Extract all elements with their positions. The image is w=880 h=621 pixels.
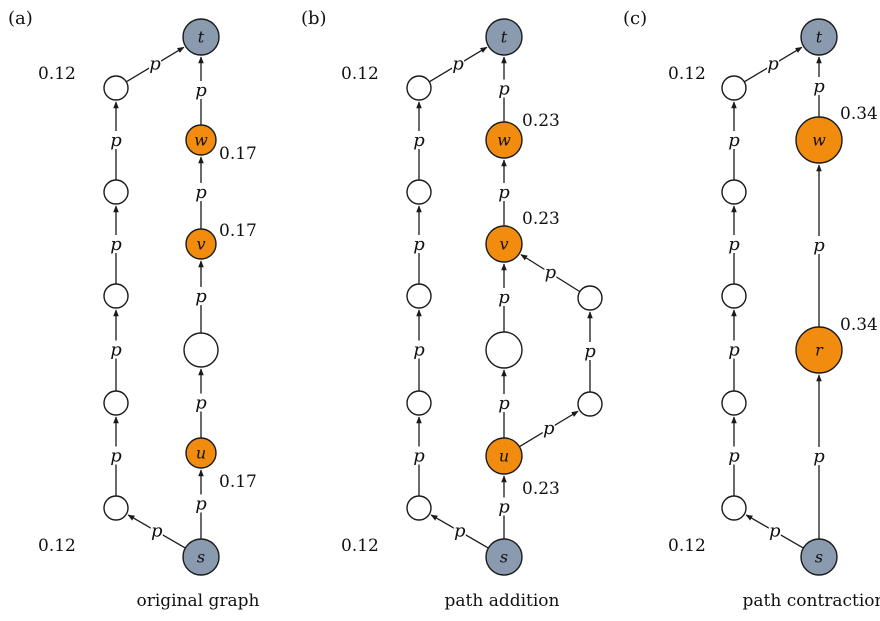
edge-label: p (195, 80, 207, 101)
nodes: t 0.12 w 0.17 v 0.17 u 0.17 0.12 s (38, 19, 257, 575)
edge-label: p (195, 494, 207, 515)
edge-label: p (195, 182, 207, 203)
node-label: s (197, 548, 205, 567)
nodes: t 0.12 w 0.34 r 0.34 0.12 s (668, 19, 878, 575)
node-l3 (407, 284, 431, 308)
node-l3 (104, 284, 128, 308)
edge-label: p (498, 393, 510, 414)
edge-label: p (769, 521, 781, 542)
edge-label: p (149, 54, 161, 75)
edge-label: p (584, 341, 596, 362)
node-label: t (198, 28, 205, 47)
node-value: 0.17 (219, 144, 257, 164)
edge-label: p (195, 286, 207, 307)
node-label: v (196, 235, 205, 254)
edge-label: p (728, 340, 740, 361)
node-l2 (407, 180, 431, 204)
edge-label: p (813, 76, 825, 97)
edge-label: p (110, 446, 122, 467)
node-r1 (578, 286, 602, 310)
node-value: 0.17 (219, 221, 257, 241)
edge-label: p (545, 262, 557, 283)
edge-label: p (767, 54, 779, 75)
edge-label: p (151, 521, 163, 542)
panel-a: (a) p p p p p p p p p p p t 0.12 w 0.17 v 0.17 u 0.17 0.12 s o… (8, 8, 260, 611)
node-value: 0.12 (668, 64, 706, 84)
panel-caption: original graph (136, 591, 259, 611)
node-l2 (722, 180, 746, 204)
node-value: 0.23 (522, 209, 560, 229)
node-label: u (499, 447, 509, 466)
edge-label: p (498, 182, 510, 203)
edge-label: p (813, 235, 825, 256)
node-m (486, 332, 522, 368)
node-value: 0.23 (522, 111, 560, 131)
panel-caption: path addition (445, 591, 560, 611)
edge-label: p (728, 446, 740, 467)
edge-label: p (110, 130, 122, 151)
edge-label: p (110, 340, 122, 361)
edge-label: p (195, 393, 207, 414)
node-label: s (500, 548, 508, 567)
edge-label: p (413, 446, 425, 467)
edge-label: p (498, 287, 510, 308)
node-l2 (104, 180, 128, 204)
node-label: s (815, 548, 823, 567)
node-l5 (722, 496, 746, 520)
node-label: w (812, 131, 826, 150)
node-l3 (722, 284, 746, 308)
node-value: 0.12 (341, 536, 379, 556)
edge-label: p (110, 234, 122, 255)
edge-label: p (454, 521, 466, 542)
edge-label: p (728, 130, 740, 151)
node-l5 (407, 496, 431, 520)
node-value: 0.12 (668, 536, 706, 556)
edge-label: p (413, 130, 425, 151)
node-l1 (104, 76, 128, 100)
panel-c: (c) p p p p p p p p p t 0.12 w 0.34 r 0.34 0.12 s path con… (623, 8, 880, 611)
node-value: 0.34 (840, 315, 878, 335)
edge-label: p (728, 234, 740, 255)
node-r2 (578, 392, 602, 416)
panel-tag: (c) (623, 8, 647, 29)
node-value: 0.34 (840, 104, 878, 124)
node-l5 (104, 496, 128, 520)
node-value: 0.12 (38, 536, 76, 556)
node-l4 (722, 391, 746, 415)
panel-tag: (b) (301, 8, 327, 29)
node-m (184, 333, 218, 367)
node-value: 0.12 (341, 64, 379, 84)
node-l4 (407, 391, 431, 415)
node-l1 (722, 76, 746, 100)
edge-label: p (498, 79, 510, 100)
node-label: v (499, 235, 508, 254)
node-label: r (815, 341, 824, 360)
node-label: u (196, 444, 206, 463)
edge-label: p (498, 497, 510, 518)
panel-b: (b) p p p p p p p p p p p p p p t 0.12 w 0.23 v 0.23 u 0.23 0.1… (301, 8, 602, 611)
panel-caption: path contraction (743, 591, 880, 611)
node-l4 (104, 391, 128, 415)
node-value: 0.23 (522, 479, 560, 499)
edge-label: p (543, 418, 555, 439)
node-l1 (407, 76, 431, 100)
node-label: w (497, 131, 511, 150)
node-label: w (194, 131, 208, 150)
panel-tag: (a) (8, 8, 33, 29)
nodes: t 0.12 w 0.23 v 0.23 u 0.23 0.12 s (341, 19, 602, 575)
node-value: 0.12 (38, 64, 76, 84)
edge-label: p (452, 54, 464, 75)
node-label: t (501, 28, 508, 47)
edge-label: p (413, 340, 425, 361)
node-label: t (816, 28, 823, 47)
edge-label: p (413, 234, 425, 255)
node-value: 0.17 (219, 472, 257, 492)
edge-label: p (813, 446, 825, 467)
